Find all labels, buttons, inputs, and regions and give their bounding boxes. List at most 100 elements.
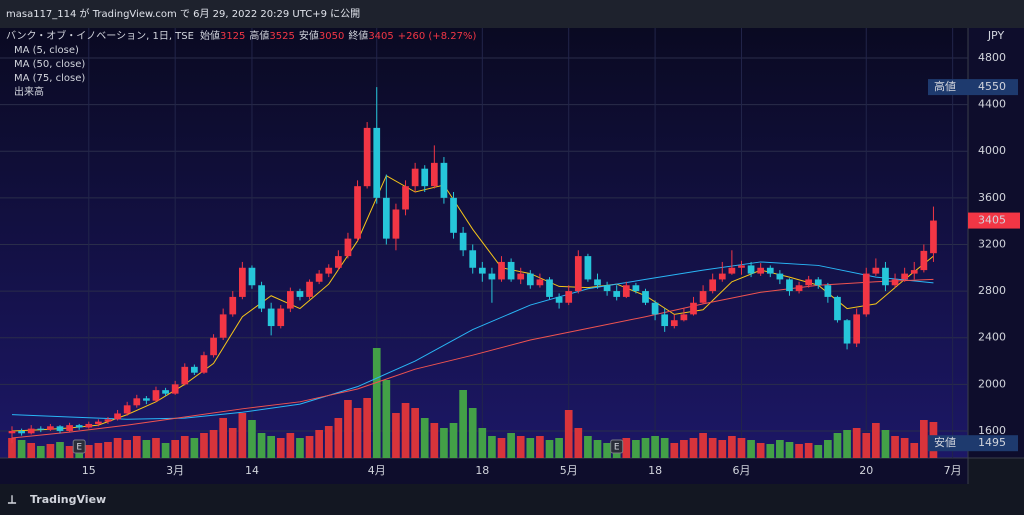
candle-body: [709, 279, 717, 292]
candle-body: [306, 281, 313, 297]
volume-bar: [382, 380, 391, 458]
candle-body: [37, 428, 45, 430]
volume-bar: [478, 428, 487, 458]
time-axis-bg: [0, 458, 968, 484]
volume-bar: [315, 430, 323, 458]
candle-body: [219, 314, 227, 338]
candle-body: [843, 320, 851, 344]
volume-bar: [564, 410, 573, 458]
volume-bar: [881, 430, 890, 458]
candle-body: [891, 279, 899, 286]
candle-body: [373, 127, 381, 198]
candle-body: [27, 428, 35, 434]
volume-bar: [488, 436, 496, 458]
candle-body: [421, 168, 429, 187]
candle-body: [66, 425, 73, 431]
volume-bar: [910, 443, 919, 458]
volume-bar: [152, 438, 160, 458]
ma-line: [11, 261, 934, 420]
candle-body: [613, 291, 621, 297]
ohlc-label: 終値: [348, 29, 368, 42]
x-tick-label: 7月: [944, 464, 962, 477]
volume-bar: [65, 446, 74, 458]
volume-bar: [862, 433, 871, 458]
volume-bar: [84, 445, 93, 458]
volume-bar: [200, 433, 208, 458]
volume-bar: [238, 413, 247, 458]
candle-body: [171, 384, 179, 394]
change: +260 (+8.27%): [398, 31, 477, 42]
volume-bar: [276, 438, 285, 458]
y-tick-label: 3200: [978, 237, 1006, 250]
price-tag: [928, 79, 1018, 96]
ohlc-label: 安値: [299, 29, 319, 42]
volume-bar: [353, 408, 362, 458]
candle-body: [766, 267, 774, 274]
candle-body: [392, 209, 400, 239]
candle-body: [651, 302, 659, 315]
indicator-label: MA (50, close): [14, 59, 85, 70]
candles: [8, 87, 937, 444]
candle-body: [872, 267, 880, 274]
volume-bar: [363, 398, 371, 458]
candle-body: [47, 426, 54, 430]
volume-bar: [584, 436, 592, 458]
header: masa117_114 が TradingView.com で 6月 29, 2…: [6, 7, 360, 20]
volume-bar: [795, 444, 803, 458]
candle-body: [258, 285, 265, 309]
candle-body: [526, 273, 534, 286]
candle-body: [75, 425, 83, 428]
candle-body: [152, 390, 160, 401]
candle-body: [133, 398, 141, 406]
candle-body: [565, 291, 573, 303]
candle-body: [267, 308, 275, 327]
volume-bar: [104, 442, 112, 458]
ma-line: [11, 278, 934, 439]
x-tick-label: 4月: [368, 464, 386, 477]
candle-body: [411, 168, 419, 187]
candle-body: [402, 186, 409, 210]
volume-bar: [545, 440, 554, 458]
y-tick-label: 3600: [978, 191, 1006, 204]
volume-bar: [190, 438, 199, 458]
candle-body: [738, 265, 745, 268]
candle-body: [690, 302, 697, 315]
symbol: バンク・オブ・イノベーション, 1日, TSE: [6, 29, 194, 42]
volume-bar: [180, 436, 189, 458]
volume-bar: [900, 438, 909, 458]
candle-body: [334, 256, 342, 268]
volume-bar: [392, 413, 400, 458]
volume-bar: [747, 440, 755, 458]
x-tick-label: 3月: [166, 464, 184, 477]
candle-body: [632, 285, 640, 292]
volume-bar: [555, 438, 563, 458]
volume-bar: [27, 443, 36, 458]
candle-body: [507, 261, 515, 280]
volume-bar: [132, 436, 141, 458]
volume-bar: [872, 423, 880, 458]
candle-body: [344, 238, 352, 257]
candle-body: [200, 355, 208, 373]
candle-body: [594, 279, 601, 286]
candle-body: [603, 285, 611, 292]
volume-bar: [632, 440, 640, 458]
candle-body: [930, 220, 937, 254]
candle-body: [85, 423, 93, 428]
volume-bar: [36, 446, 45, 458]
volume-bar: [305, 436, 314, 458]
volume-bar: [641, 438, 650, 458]
volume-bar: [56, 442, 64, 458]
volume-bar: [420, 418, 429, 458]
candle-body: [430, 162, 438, 187]
event-label: E: [76, 443, 82, 453]
volume-bar: [593, 440, 602, 458]
candle-body: [718, 273, 726, 280]
y-tick-label: 4000: [978, 144, 1006, 157]
footer-bar: [0, 484, 1024, 515]
volume-bar: [296, 438, 304, 458]
ohlc-value: 3405: [368, 31, 393, 42]
candle-body: [143, 398, 150, 401]
candle-body: [795, 285, 803, 292]
price-tag-value: 4550: [978, 80, 1006, 93]
candle-body: [555, 296, 563, 303]
